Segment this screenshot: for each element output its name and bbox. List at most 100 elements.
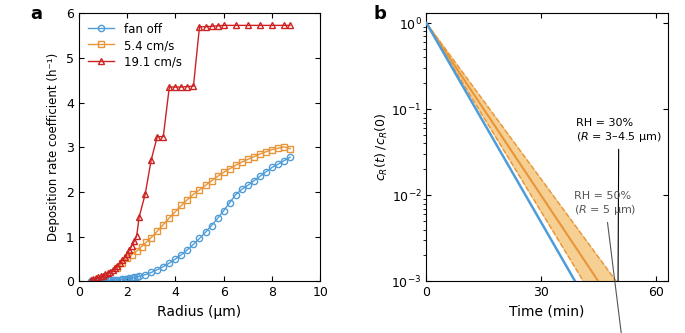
fan off [135,274,143,278]
fan off [125,276,134,280]
19.1 cm/s [111,266,119,270]
5.4 cm/s [128,252,136,256]
fan off [106,278,114,282]
fan off [268,166,276,169]
19.1 cm/s [118,258,126,262]
fan off [225,201,234,205]
fan off [87,279,95,283]
fan off [214,216,222,220]
fan off [92,279,100,283]
Line: fan off: fan off [88,154,293,284]
Y-axis label: Deposition rate coefficient (h⁻¹): Deposition rate coefficient (h⁻¹) [47,53,60,241]
fan off [118,277,126,281]
5.4 cm/s [214,174,222,178]
5.4 cm/s [133,249,141,253]
fan off [171,257,179,261]
19.1 cm/s [141,192,149,196]
19.1 cm/s [286,23,294,27]
5.4 cm/s [171,210,179,214]
fan off [286,155,294,159]
19.1 cm/s [135,215,143,219]
5.4 cm/s [123,256,131,260]
19.1 cm/s [195,25,203,29]
5.4 cm/s [280,145,288,149]
fan off [116,278,124,282]
5.4 cm/s [165,216,173,220]
19.1 cm/s [103,271,112,275]
19.1 cm/s [125,248,134,252]
19.1 cm/s [219,23,227,27]
Text: a: a [31,5,42,23]
fan off [153,268,162,272]
fan off [244,183,252,187]
19.1 cm/s [189,84,197,88]
19.1 cm/s [165,85,173,89]
fan off [99,278,107,282]
Text: RH = 30%
($R$ = 3–4.5 μm): RH = 30% ($R$ = 3–4.5 μm) [576,118,662,281]
fan off [89,279,97,283]
Text: RH = 50%
($R$ = 5 μm): RH = 50% ($R$ = 5 μm) [574,191,636,333]
19.1 cm/s [113,264,121,268]
19.1 cm/s [153,135,162,139]
5.4 cm/s [208,179,216,183]
19.1 cm/s [232,23,240,27]
19.1 cm/s [101,272,110,276]
fan off [256,174,264,178]
19.1 cm/s [121,255,129,259]
19.1 cm/s [123,252,131,256]
fan off [128,276,136,280]
Line: 19.1 cm/s: 19.1 cm/s [88,22,293,283]
19.1 cm/s [97,274,105,278]
5.4 cm/s [142,240,151,244]
5.4 cm/s [268,148,276,152]
19.1 cm/s [201,25,210,29]
fan off [177,252,186,256]
19.1 cm/s [89,277,97,281]
fan off [280,159,288,163]
19.1 cm/s [147,158,155,162]
5.4 cm/s [274,146,282,150]
5.4 cm/s [113,266,121,270]
19.1 cm/s [116,261,124,265]
19.1 cm/s [87,278,95,282]
fan off [195,236,203,240]
fan off [101,278,110,282]
19.1 cm/s [159,135,167,139]
fan off [184,248,192,252]
5.4 cm/s [250,155,258,159]
19.1 cm/s [256,23,264,27]
5.4 cm/s [184,197,192,201]
5.4 cm/s [118,261,126,265]
19.1 cm/s [244,23,252,27]
Legend: fan off, 5.4 cm/s, 19.1 cm/s: fan off, 5.4 cm/s, 19.1 cm/s [85,19,185,73]
5.4 cm/s [262,150,270,154]
19.1 cm/s [171,85,179,89]
fan off [219,209,227,213]
fan off [121,277,129,281]
19.1 cm/s [92,276,100,280]
fan off [111,278,119,282]
fan off [238,187,246,191]
fan off [208,223,216,227]
Y-axis label: $c_R(t)$ /$c_R(0)$: $c_R(t)$ /$c_R(0)$ [374,113,390,181]
fan off [94,279,102,283]
fan off [232,193,240,197]
19.1 cm/s [128,244,136,248]
19.1 cm/s [177,85,186,89]
19.1 cm/s [99,274,107,278]
19.1 cm/s [268,23,276,27]
5.4 cm/s [189,192,197,196]
fan off [108,278,116,282]
19.1 cm/s [106,269,114,273]
5.4 cm/s [256,152,264,156]
X-axis label: Radius (μm): Radius (μm) [158,305,242,319]
Text: b: b [373,5,386,23]
5.4 cm/s [195,188,203,192]
fan off [165,261,173,265]
fan off [262,170,270,174]
X-axis label: Time (min): Time (min) [510,305,585,319]
5.4 cm/s [138,244,146,248]
fan off [159,265,167,269]
fan off [141,273,149,277]
5.4 cm/s [286,147,294,151]
